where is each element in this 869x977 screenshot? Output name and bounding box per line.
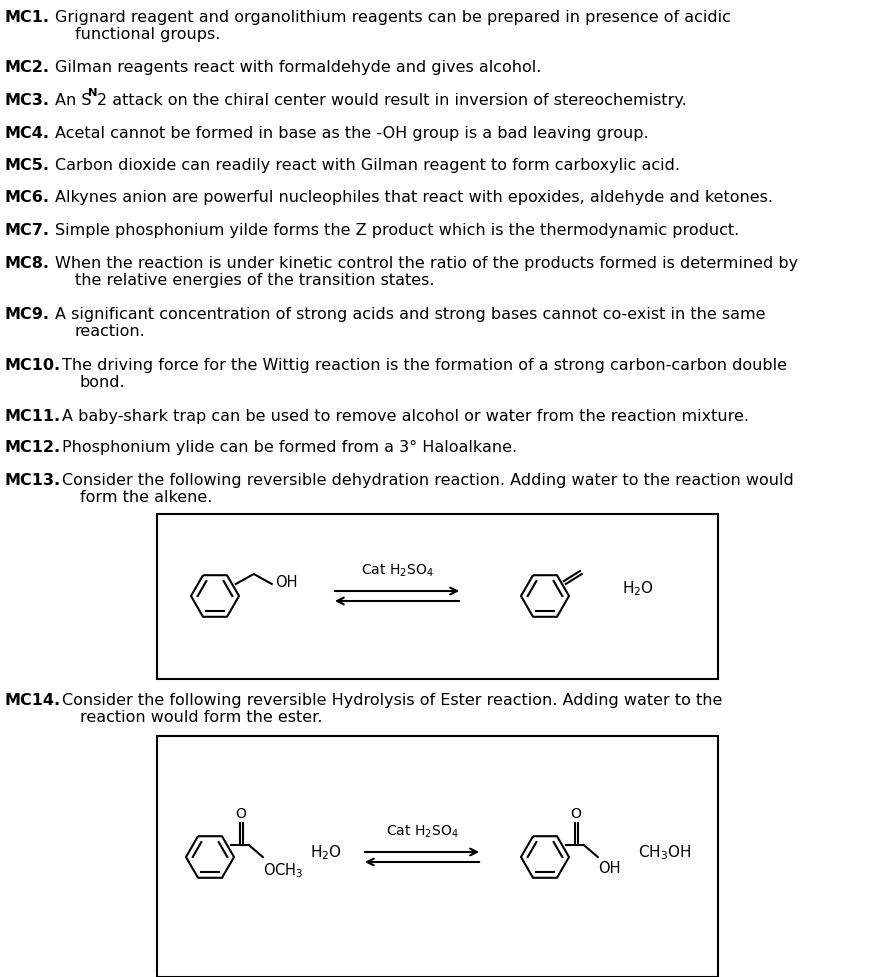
Text: MC1.: MC1.	[5, 10, 50, 25]
Text: Gilman reagents react with formaldehyde and gives alcohol.: Gilman reagents react with formaldehyde …	[55, 60, 541, 75]
Text: When the reaction is under kinetic control the ratio of the products formed is d: When the reaction is under kinetic contr…	[55, 256, 797, 271]
Text: A baby-shark trap can be used to remove alcohol or water from the reaction mixtu: A baby-shark trap can be used to remove …	[62, 408, 748, 424]
Text: functional groups.: functional groups.	[75, 27, 220, 42]
Text: MC9.: MC9.	[5, 307, 50, 321]
Text: O: O	[570, 806, 580, 820]
Text: Consider the following reversible Hydrolysis of Ester reaction. Adding water to : Consider the following reversible Hydrol…	[62, 693, 721, 707]
Text: CH$_3$OH: CH$_3$OH	[637, 843, 691, 862]
Text: 2 attack on the chiral center would result in inversion of stereochemistry.: 2 attack on the chiral center would resu…	[96, 93, 686, 107]
Text: MC2.: MC2.	[5, 60, 50, 75]
Text: reaction.: reaction.	[75, 323, 146, 339]
Text: MC14.: MC14.	[5, 693, 61, 707]
Text: An S: An S	[55, 93, 91, 107]
Text: Carbon dioxide can readily react with Gilman reagent to form carboxylic acid.: Carbon dioxide can readily react with Gi…	[55, 158, 680, 173]
Text: form the alkene.: form the alkene.	[80, 489, 212, 504]
Text: OH: OH	[275, 574, 297, 590]
Text: MC12.: MC12.	[5, 440, 61, 454]
Text: OCH$_3$: OCH$_3$	[262, 860, 303, 878]
Text: The driving force for the Wittig reaction is the formation of a strong carbon-ca: The driving force for the Wittig reactio…	[62, 358, 786, 372]
Text: MC11.: MC11.	[5, 408, 61, 424]
Bar	[156, 737, 717, 977]
Text: OH: OH	[597, 860, 620, 875]
Text: MC6.: MC6.	[5, 190, 50, 205]
Text: Alkynes anion are powerful nucleophiles that react with epoxides, aldehyde and k: Alkynes anion are powerful nucleophiles …	[55, 190, 773, 205]
Text: Consider the following reversible dehydration reaction. Adding water to the reac: Consider the following reversible dehydr…	[62, 473, 793, 488]
Text: Grignard reagent and organolithium reagents can be prepared in presence of acidi: Grignard reagent and organolithium reage…	[55, 10, 730, 25]
Text: the relative energies of the transition states.: the relative energies of the transition …	[75, 273, 434, 287]
Text: MC13.: MC13.	[5, 473, 61, 488]
Text: Phosphonium ylide can be formed from a 3° Haloalkane.: Phosphonium ylide can be formed from a 3…	[62, 440, 516, 454]
Text: reaction would form the ester.: reaction would form the ester.	[80, 709, 322, 724]
Text: MC7.: MC7.	[5, 223, 50, 237]
Text: MC3.: MC3.	[5, 93, 50, 107]
Text: MC10.: MC10.	[5, 358, 61, 372]
Text: MC4.: MC4.	[5, 126, 50, 141]
Bar	[156, 515, 717, 679]
Text: Acetal cannot be formed in base as the -OH group is a bad leaving group.: Acetal cannot be formed in base as the -…	[55, 126, 648, 141]
Text: bond.: bond.	[80, 374, 125, 390]
Text: O: O	[235, 806, 246, 820]
Text: N: N	[88, 88, 97, 98]
Text: A significant concentration of strong acids and strong bases cannot co-exist in : A significant concentration of strong ac…	[55, 307, 765, 321]
Text: MC5.: MC5.	[5, 158, 50, 173]
Text: Cat H$_2$SO$_4$: Cat H$_2$SO$_4$	[361, 562, 433, 578]
Text: H$_2$O: H$_2$O	[621, 579, 653, 598]
Text: Simple phosphonium yilde forms the Z product which is the thermodynamic product.: Simple phosphonium yilde forms the Z pro…	[55, 223, 739, 237]
Text: Cat H$_2$SO$_4$: Cat H$_2$SO$_4$	[385, 823, 458, 839]
Text: H$_2$O: H$_2$O	[309, 843, 342, 862]
Text: MC8.: MC8.	[5, 256, 50, 271]
